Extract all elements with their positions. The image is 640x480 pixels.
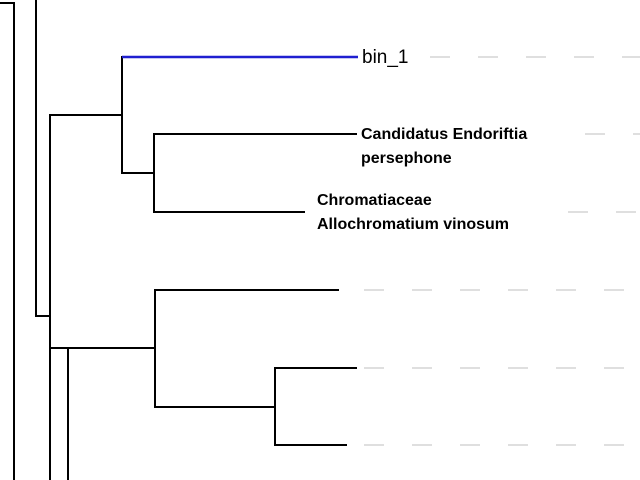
leaf-labels: bin_1 Candidatus Endoriftia persephone C… — [317, 47, 527, 233]
leaf-label-endoriftia-line2: persephone — [361, 150, 452, 167]
branches — [0, 0, 356, 480]
leaf-label-endoriftia-line1: Candidatus Endoriftia — [361, 126, 527, 143]
leaf-label-allochromatium-line2: Allochromatium vinosum — [317, 216, 509, 233]
guide-lines — [364, 57, 640, 445]
leaf-label-bin1: bin_1 — [362, 47, 409, 68]
leaf-label-allochromatium-line1: Chromatiaceae — [317, 192, 432, 209]
